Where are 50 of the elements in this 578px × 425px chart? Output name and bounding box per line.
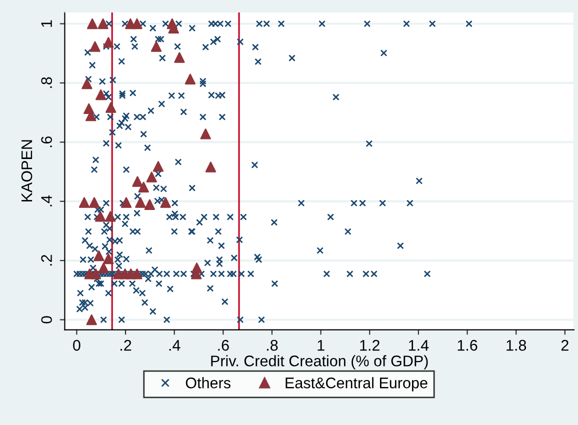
point [86,18,98,30]
point [96,89,106,100]
legend-label: Others [186,377,230,388]
x-tick-label: .8 [267,340,278,351]
point [94,250,104,262]
y-tick-label: 1 [41,20,52,27]
point [98,262,109,274]
point [200,128,211,140]
x-tick-label: .4 [169,340,180,351]
y-tick-label: .6 [41,136,52,148]
point [88,197,100,208]
point [205,162,216,172]
point [132,176,143,187]
x-tick-label: 1.8 [506,340,526,351]
point [120,197,132,208]
point [174,52,185,63]
point [106,102,116,113]
x-axis-title: Priv. Credit Creation (% of GDP) [211,355,428,370]
point [144,199,156,210]
legend-label: East&Central Europe [286,377,428,392]
x-tick-label: 1.2 [360,340,380,351]
x-tick-label: .2 [120,340,132,351]
point [78,197,90,208]
point [152,161,164,172]
point [184,74,196,84]
point [90,41,100,52]
point [90,268,102,280]
point [150,41,162,52]
point [82,78,92,90]
x-tick-label: 1 [318,340,324,351]
point [103,253,114,264]
y-tick-label: .4 [41,195,52,206]
y-tick-label: 0 [41,316,52,324]
point [135,197,146,208]
x-tick-label: .6 [218,340,229,351]
point [86,314,97,326]
point [146,172,157,182]
point [132,18,142,30]
x-tick-label: 1.6 [458,340,478,351]
point [98,18,108,30]
point [138,182,149,192]
point [95,211,106,222]
point [105,211,116,222]
y-tick-label: .8 [41,77,52,88]
x-tick-label: 0 [73,340,80,351]
x-tick-label: 1.4 [409,340,429,351]
x-tick-label: 2 [561,340,568,351]
y-tick-label: .2 [41,254,52,266]
point [103,37,114,48]
y-axis-title: KAOPEN [21,140,32,202]
